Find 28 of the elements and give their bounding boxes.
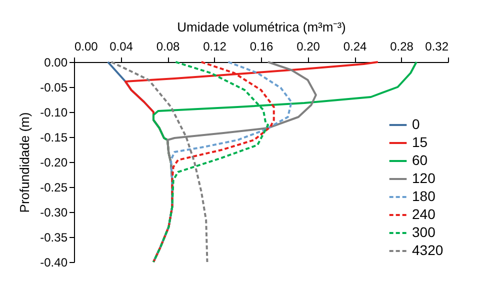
y-tick-label: -0.20	[40, 156, 68, 170]
x-tick-label: 0.00	[74, 40, 98, 54]
y-tick-label: 0.00	[44, 56, 68, 70]
y-tick-label: -0.40	[40, 256, 68, 270]
x-tick-label: 0.28	[390, 40, 414, 54]
y-tick-label: -0.25	[40, 180, 68, 194]
y-tick-label: -0.10	[40, 106, 68, 120]
x-tick-label: 0.08	[156, 40, 180, 54]
y-tick-label: -0.30	[40, 206, 68, 220]
y-axis-title: Profundidade (m)	[17, 112, 32, 213]
x-tick-label: 0.32	[425, 40, 449, 54]
legend-label: 240	[412, 206, 436, 222]
legend-label: 300	[412, 224, 436, 240]
x-tick-label: 0.24	[343, 40, 367, 54]
legend-label: 0	[412, 116, 420, 132]
legend-label: 15	[412, 134, 428, 150]
legend-label: 60	[412, 152, 428, 168]
x-tick-label: 0.20	[296, 40, 320, 54]
y-tick-label: -0.05	[40, 80, 68, 94]
x-tick-label: 0.12	[203, 40, 227, 54]
legend-label: 4320	[412, 242, 444, 258]
x-tick-label: 0.04	[110, 40, 134, 54]
legend-label: 120	[412, 170, 436, 186]
x-axis-title: Umidade volumétrica (m³m⁻³)	[177, 20, 346, 34]
y-tick-label: -0.35	[40, 230, 68, 244]
legend-label: 180	[412, 188, 436, 204]
y-tick-label: -0.15	[40, 130, 68, 144]
x-tick-label: 0.16	[250, 40, 274, 54]
